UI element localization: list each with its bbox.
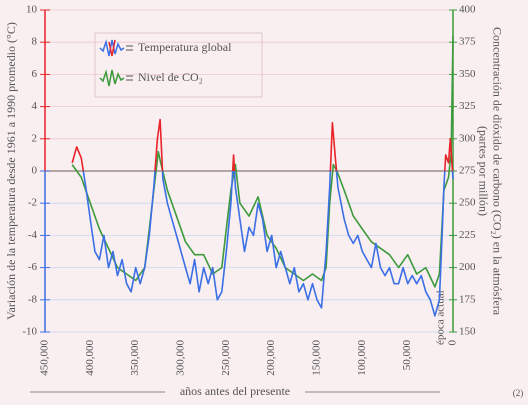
x-tick-label: 250,000 — [220, 340, 232, 376]
x-tick-label: 150,000 — [311, 340, 323, 376]
y-tick-label: 10 — [26, 4, 38, 16]
y2-axis-title: (partes por millón) — [476, 126, 490, 216]
y2-tick-label: 275 — [459, 165, 476, 177]
x-tick-label: 100,000 — [356, 340, 368, 376]
legend-label: Temperatura global — [138, 40, 232, 54]
legend-icon — [99, 69, 125, 87]
x-axis-title: años antes del presente — [180, 384, 290, 398]
x-tick-label: 350,000 — [129, 340, 141, 376]
legend-label: Nivel de CO₂ — [138, 70, 203, 84]
y-tick-label: -10 — [22, 326, 37, 338]
x-end-label: época actual — [435, 290, 447, 345]
y2-tick-label: 300 — [459, 132, 476, 144]
y-tick-label: 6 — [32, 68, 38, 80]
y2-tick-label: 150 — [459, 326, 476, 338]
y-tick-label: 8 — [32, 36, 38, 48]
y2-tick-label: 325 — [459, 100, 476, 112]
y2-tick-label: 250 — [459, 197, 476, 209]
y2-tick-label: 175 — [459, 293, 476, 305]
y-tick-label: -2 — [28, 197, 37, 209]
y-axis-title: Variación de la temperatura desde 1961 a… — [4, 22, 18, 320]
x-tick-label: 400,000 — [84, 340, 96, 376]
series-line — [71, 118, 454, 317]
legend-icon — [99, 39, 125, 57]
y-tick-label: -6 — [28, 261, 38, 273]
footnote: (2) — [513, 388, 524, 398]
y2-tick-label: 200 — [459, 261, 476, 273]
legend-icon — [108, 39, 116, 57]
y-tick-label: 2 — [32, 132, 38, 144]
y-tick-label: 4 — [32, 100, 38, 112]
x-tick-label: 450,000 — [39, 340, 51, 376]
series-line — [71, 35, 454, 288]
x-tick-label: 200,000 — [265, 340, 277, 376]
y2-axis-title: Concentración de dióxido de carbono (CO₂… — [490, 27, 504, 316]
y2-tick-label: 225 — [459, 229, 476, 241]
y2-tick-label: 350 — [459, 68, 476, 80]
y-tick-label: 0 — [32, 165, 38, 177]
y2-tick-label: 375 — [459, 36, 476, 48]
legend-box — [94, 32, 263, 98]
y2-tick-label: 400 — [459, 4, 476, 16]
y-tick-label: -4 — [28, 229, 38, 241]
x-tick-label: 300,000 — [175, 340, 187, 376]
x-tick-label: 0 — [447, 340, 459, 346]
y-tick-label: -8 — [28, 293, 38, 305]
x-tick-label: 50,000 — [401, 340, 413, 371]
